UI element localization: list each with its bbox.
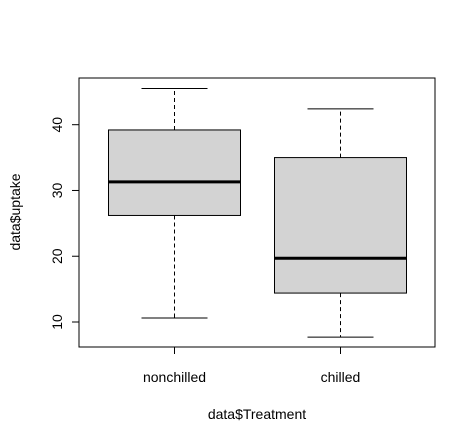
iqr-box bbox=[108, 129, 241, 216]
y-axis: 10 20 30 40 bbox=[49, 117, 80, 330]
x-axis: nonchilled chilled bbox=[143, 347, 360, 385]
y-tick-label: 30 bbox=[49, 182, 65, 198]
y-tick-label: 20 bbox=[49, 248, 65, 264]
x-tick-label: chilled bbox=[321, 369, 361, 385]
boxes-layer bbox=[108, 88, 407, 338]
box-group-chilled bbox=[274, 108, 407, 338]
y-tick-label: 10 bbox=[49, 314, 65, 330]
x-axis-title: data$Treatment bbox=[208, 406, 306, 422]
y-axis-title: data$uptake bbox=[7, 173, 23, 250]
iqr-box bbox=[274, 157, 407, 294]
y-tick-label: 40 bbox=[49, 117, 65, 133]
x-tick-label: nonchilled bbox=[143, 369, 206, 385]
box-group-nonchilled bbox=[108, 88, 241, 319]
